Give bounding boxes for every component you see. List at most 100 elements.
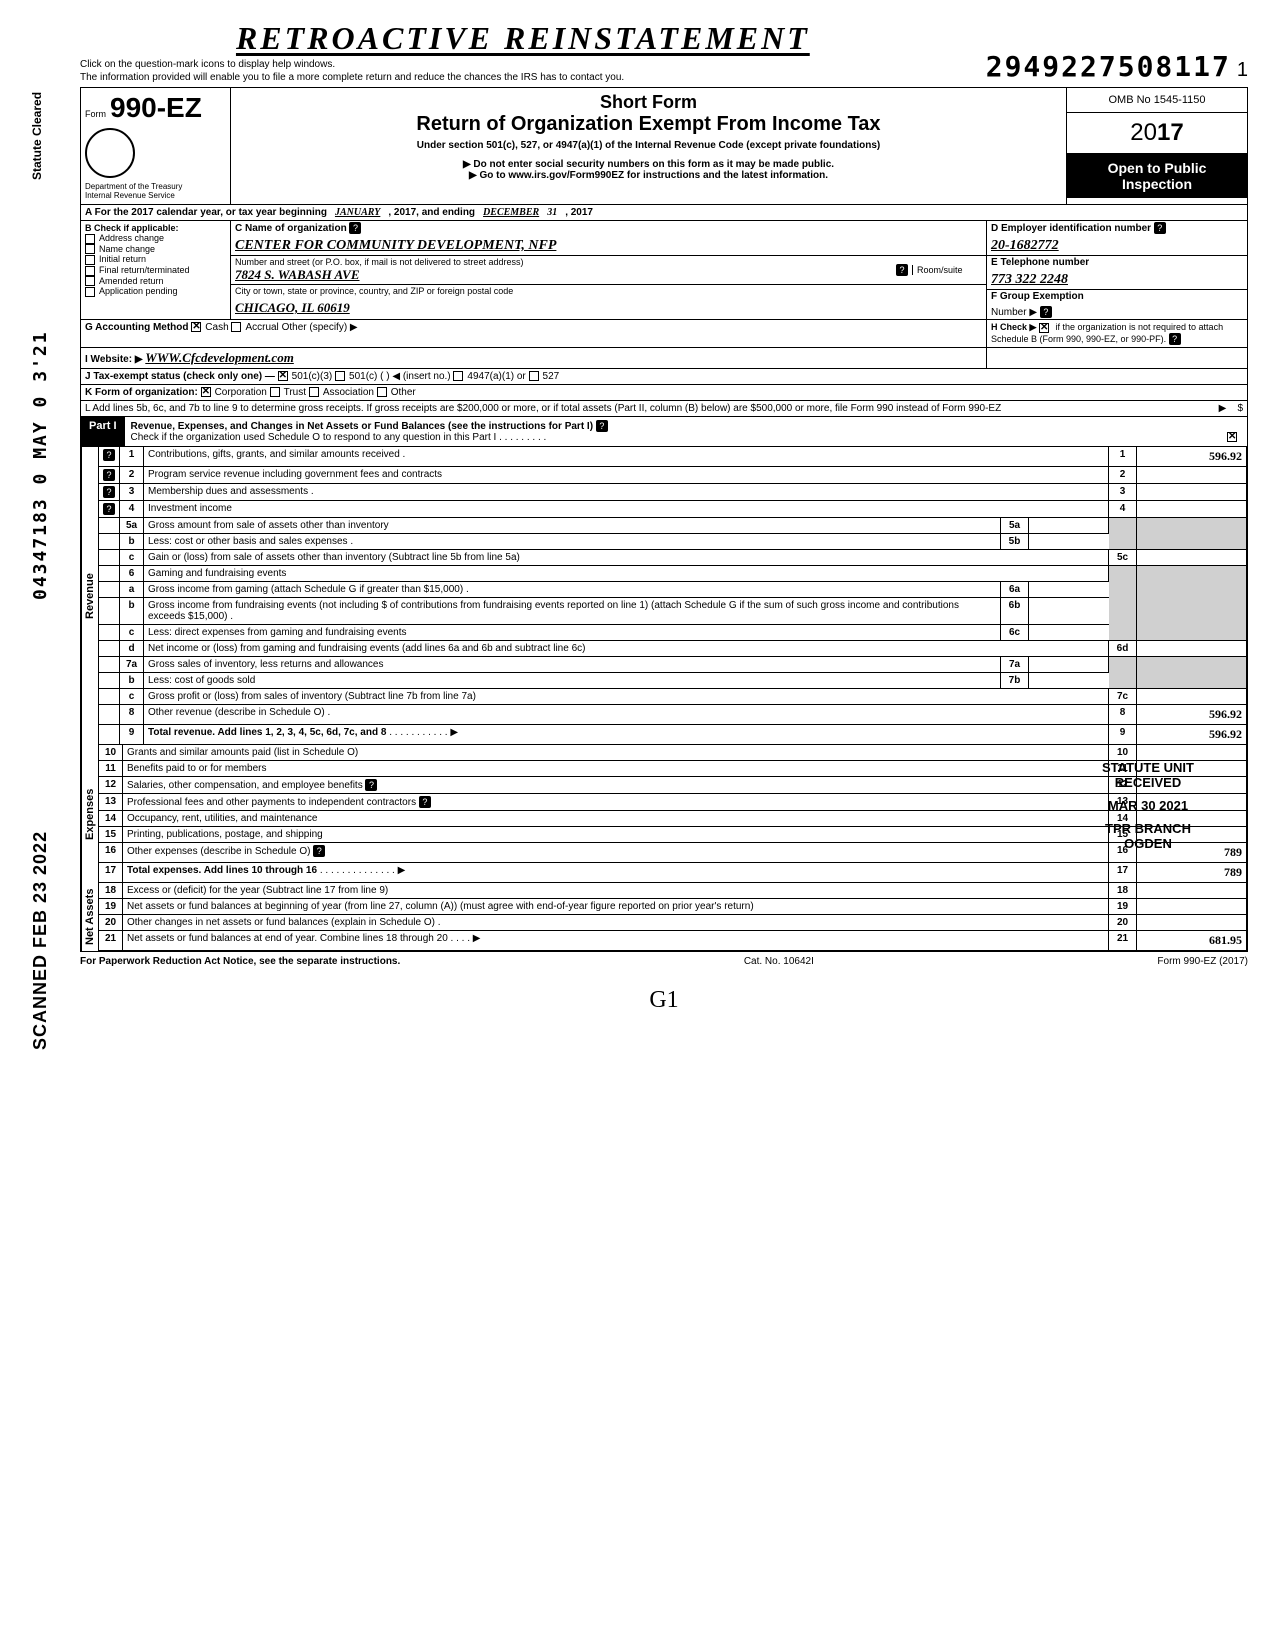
line-6c-desc: Less: direct expenses from gaming and fu… bbox=[144, 625, 1001, 641]
checkbox-other-org[interactable] bbox=[377, 387, 387, 397]
section-k-label: K Form of organization: bbox=[85, 387, 198, 398]
line-16-value[interactable]: 789 bbox=[1137, 843, 1247, 863]
part1-check-text: Check if the organization used Schedule … bbox=[131, 432, 497, 443]
help-icon[interactable]: ? bbox=[349, 222, 361, 234]
line-7b-value[interactable] bbox=[1029, 673, 1109, 689]
checkbox-accrual[interactable] bbox=[231, 322, 241, 332]
help-icon[interactable]: ? bbox=[103, 449, 115, 461]
line-6b-value[interactable] bbox=[1029, 598, 1109, 625]
page-title: RETROACTIVE REINSTATEMENT bbox=[80, 20, 966, 57]
checkbox-4947[interactable] bbox=[453, 371, 463, 381]
checkbox-trust[interactable] bbox=[270, 387, 280, 397]
line-14-desc: Occupancy, rent, utilities, and maintena… bbox=[123, 811, 1109, 827]
line-3-value[interactable] bbox=[1137, 484, 1247, 501]
line-14-num: 14 bbox=[99, 811, 123, 827]
line-5a-value[interactable] bbox=[1029, 518, 1109, 534]
section-f-number: Number ▶ bbox=[991, 307, 1037, 318]
checkbox-501c[interactable] bbox=[335, 371, 345, 381]
line-7a-sn: 7a bbox=[1001, 657, 1029, 673]
line-16-rnum: 16 bbox=[1109, 843, 1137, 863]
checkbox-association[interactable] bbox=[309, 387, 319, 397]
line-5b-value[interactable] bbox=[1029, 534, 1109, 550]
line-17-value[interactable]: 789 bbox=[1137, 863, 1247, 883]
line-4-value[interactable] bbox=[1137, 501, 1247, 518]
checkbox-501c3[interactable] bbox=[278, 371, 288, 381]
under-section-text: Under section 501(c), 527, or 4947(a)(1)… bbox=[239, 140, 1058, 151]
checkbox-amended-return[interactable] bbox=[85, 276, 95, 286]
website-value[interactable]: WWW.Cfcdevelopment.com bbox=[145, 350, 294, 365]
help-icon[interactable]: ? bbox=[365, 779, 377, 791]
footer-right: Form 990-EZ (2017) bbox=[1157, 956, 1248, 967]
line-6c-value[interactable] bbox=[1029, 625, 1109, 641]
help-icon[interactable]: ? bbox=[1040, 306, 1052, 318]
tax-year-end-day[interactable]: 31 bbox=[547, 207, 557, 218]
section-d-label: D Employer identification number bbox=[991, 223, 1151, 234]
help-icon[interactable]: ? bbox=[103, 503, 115, 515]
part1-label: Part I bbox=[81, 417, 125, 446]
line-12-value[interactable] bbox=[1137, 777, 1247, 794]
checkbox-schedule-b-not-required[interactable] bbox=[1039, 323, 1049, 333]
line-7c-desc: Gross profit or (loss) from sales of inv… bbox=[144, 689, 1109, 705]
checkbox-corporation[interactable] bbox=[201, 387, 211, 397]
irs-label: Internal Revenue Service bbox=[85, 191, 226, 200]
line-6a-desc: Gross income from gaming (attach Schedul… bbox=[144, 582, 1001, 598]
page-number: G1 bbox=[80, 987, 1248, 1014]
line-7c-value[interactable] bbox=[1137, 689, 1247, 705]
line-16-num: 16 bbox=[99, 843, 123, 863]
inspection-label: Inspection bbox=[1071, 176, 1243, 192]
help-icon[interactable]: ? bbox=[103, 486, 115, 498]
line-13-value[interactable] bbox=[1137, 794, 1247, 811]
help-icon[interactable]: ? bbox=[419, 796, 431, 808]
line-5c-value[interactable] bbox=[1137, 550, 1247, 566]
line-6a-value[interactable] bbox=[1029, 582, 1109, 598]
help-icon[interactable]: ? bbox=[596, 420, 608, 432]
line-15-desc: Printing, publications, postage, and shi… bbox=[123, 827, 1109, 843]
line-21-value[interactable]: 681.95 bbox=[1137, 931, 1247, 951]
line-19-value[interactable] bbox=[1137, 899, 1247, 915]
line-7b-sn: 7b bbox=[1001, 673, 1029, 689]
line-9-value[interactable]: 596.92 bbox=[1137, 725, 1247, 745]
phone-value[interactable]: 773 322 2248 bbox=[991, 272, 1068, 288]
ein-value[interactable]: 20-1682772 bbox=[991, 238, 1059, 254]
checkbox-application-pending[interactable] bbox=[85, 287, 95, 297]
address-label: Number and street (or P.O. box, if mail … bbox=[235, 257, 892, 267]
tax-year-begin[interactable]: JANUARY bbox=[335, 207, 380, 218]
help-icon[interactable]: ? bbox=[1169, 333, 1181, 345]
line-6d-value[interactable] bbox=[1137, 641, 1247, 657]
address-value[interactable]: 7824 S. WABASH AVE bbox=[235, 267, 892, 283]
line-8-value[interactable]: 596.92 bbox=[1137, 705, 1247, 725]
city-value[interactable]: CHICAGO, IL 60619 bbox=[235, 300, 350, 316]
line-15-value[interactable] bbox=[1137, 827, 1247, 843]
help-icon[interactable]: ? bbox=[896, 264, 908, 276]
line-11-value[interactable] bbox=[1137, 761, 1247, 777]
checkbox-initial-return[interactable] bbox=[85, 255, 95, 265]
help-icon[interactable]: ? bbox=[313, 845, 325, 857]
checkbox-final-return[interactable] bbox=[85, 266, 95, 276]
label-address-change: Address change bbox=[99, 233, 164, 243]
room-label: Room/suite bbox=[917, 265, 982, 275]
checkbox-schedule-o-used[interactable] bbox=[1227, 432, 1237, 442]
label-name-change: Name change bbox=[99, 244, 155, 254]
line-18-value[interactable] bbox=[1137, 883, 1247, 899]
label-other-org: Other bbox=[391, 387, 416, 398]
line-1-value[interactable]: 596.92 bbox=[1137, 447, 1247, 467]
help-instruction-2: The information provided will enable you… bbox=[80, 72, 966, 83]
line-20-value[interactable] bbox=[1137, 915, 1247, 931]
line-14-value[interactable] bbox=[1137, 811, 1247, 827]
checkbox-cash[interactable] bbox=[191, 322, 201, 332]
checkbox-name-change[interactable] bbox=[85, 244, 95, 254]
line-7a-value[interactable] bbox=[1029, 657, 1109, 673]
line-10-value[interactable] bbox=[1137, 745, 1247, 761]
line-2-value[interactable] bbox=[1137, 467, 1247, 484]
checkbox-address-change[interactable] bbox=[85, 234, 95, 244]
return-title: Return of Organization Exempt From Incom… bbox=[239, 113, 1058, 136]
org-name-value[interactable]: CENTER FOR COMMUNITY DEVELOPMENT, NFP bbox=[235, 238, 556, 254]
line-5c-num: c bbox=[120, 550, 144, 566]
help-icon[interactable]: ? bbox=[103, 469, 115, 481]
line-7b-desc: Less: cost of goods sold bbox=[144, 673, 1001, 689]
line-12-rnum: 12 bbox=[1109, 777, 1137, 794]
tax-year-end-month[interactable]: DECEMBER bbox=[483, 207, 539, 218]
help-icon[interactable]: ? bbox=[1154, 222, 1166, 234]
checkbox-527[interactable] bbox=[529, 371, 539, 381]
form-number: 990-EZ bbox=[110, 92, 202, 124]
